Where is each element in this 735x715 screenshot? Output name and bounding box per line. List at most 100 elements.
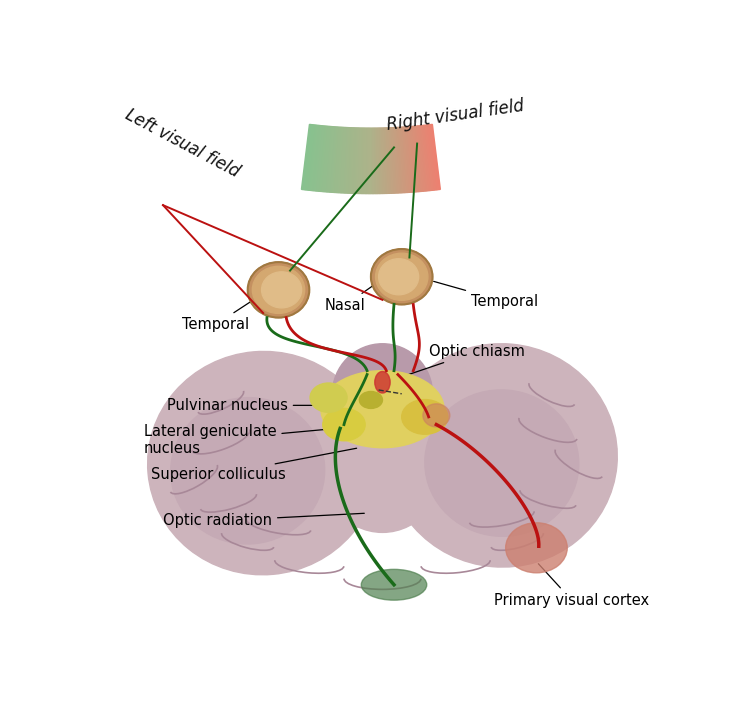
Polygon shape <box>348 128 352 193</box>
Polygon shape <box>388 128 392 193</box>
Polygon shape <box>354 128 357 193</box>
Ellipse shape <box>171 398 325 544</box>
Text: Temporal: Temporal <box>434 282 538 309</box>
Polygon shape <box>387 128 390 193</box>
Polygon shape <box>395 127 400 193</box>
Polygon shape <box>343 127 348 193</box>
Polygon shape <box>321 127 328 192</box>
Polygon shape <box>428 125 436 190</box>
Polygon shape <box>410 127 417 192</box>
Polygon shape <box>357 128 360 194</box>
Polygon shape <box>304 124 313 190</box>
Polygon shape <box>379 128 381 194</box>
Polygon shape <box>337 127 343 193</box>
Polygon shape <box>351 128 355 193</box>
Polygon shape <box>384 128 387 193</box>
Polygon shape <box>425 125 434 190</box>
Ellipse shape <box>323 408 365 440</box>
Polygon shape <box>370 128 371 194</box>
Polygon shape <box>367 128 368 194</box>
Ellipse shape <box>148 351 379 575</box>
Ellipse shape <box>359 392 382 408</box>
Text: Pulvinar nucleus: Pulvinar nucleus <box>167 398 326 413</box>
Polygon shape <box>339 127 344 193</box>
Ellipse shape <box>402 400 448 434</box>
Polygon shape <box>346 128 350 193</box>
Ellipse shape <box>313 363 452 533</box>
Polygon shape <box>419 126 426 191</box>
Polygon shape <box>340 127 345 193</box>
Polygon shape <box>423 125 431 191</box>
Polygon shape <box>306 125 315 190</box>
Polygon shape <box>334 127 339 192</box>
Ellipse shape <box>371 249 432 305</box>
Polygon shape <box>361 128 364 194</box>
Polygon shape <box>417 126 425 191</box>
Polygon shape <box>372 128 373 194</box>
Polygon shape <box>307 125 315 190</box>
Polygon shape <box>317 126 324 191</box>
Polygon shape <box>420 126 428 191</box>
Polygon shape <box>334 127 340 192</box>
Polygon shape <box>399 127 404 193</box>
Ellipse shape <box>248 262 309 317</box>
Polygon shape <box>373 128 375 194</box>
Polygon shape <box>406 127 412 192</box>
Polygon shape <box>323 127 330 192</box>
Polygon shape <box>371 128 373 194</box>
Polygon shape <box>383 128 386 194</box>
Polygon shape <box>429 124 437 190</box>
Polygon shape <box>303 124 312 189</box>
Polygon shape <box>402 127 407 192</box>
Polygon shape <box>336 127 341 192</box>
Ellipse shape <box>310 383 347 413</box>
Polygon shape <box>359 128 362 194</box>
Ellipse shape <box>387 344 617 567</box>
Polygon shape <box>328 127 334 192</box>
Polygon shape <box>365 128 368 194</box>
Polygon shape <box>359 128 361 194</box>
Polygon shape <box>381 128 384 194</box>
Polygon shape <box>393 127 398 193</box>
Polygon shape <box>413 127 420 192</box>
Ellipse shape <box>362 569 427 600</box>
Polygon shape <box>353 128 356 193</box>
Polygon shape <box>332 127 337 192</box>
Polygon shape <box>404 127 410 192</box>
Ellipse shape <box>423 404 450 427</box>
Polygon shape <box>379 128 382 194</box>
Text: Optic chiasm: Optic chiasm <box>404 344 525 376</box>
Polygon shape <box>331 127 337 192</box>
Polygon shape <box>311 125 319 191</box>
Ellipse shape <box>252 266 305 313</box>
Polygon shape <box>345 127 348 193</box>
Ellipse shape <box>262 272 301 308</box>
Polygon shape <box>430 124 439 189</box>
Polygon shape <box>390 128 395 193</box>
Ellipse shape <box>376 253 428 300</box>
Polygon shape <box>347 128 351 193</box>
Text: Temporal: Temporal <box>182 299 254 332</box>
Ellipse shape <box>375 372 390 393</box>
Polygon shape <box>364 128 366 194</box>
Polygon shape <box>314 126 322 191</box>
Polygon shape <box>409 127 415 192</box>
Ellipse shape <box>332 344 432 444</box>
Polygon shape <box>356 128 359 194</box>
Polygon shape <box>421 126 429 191</box>
Polygon shape <box>375 128 376 194</box>
Text: Right visual field: Right visual field <box>386 97 526 134</box>
Text: Left visual field: Left visual field <box>122 106 243 181</box>
Polygon shape <box>350 128 354 193</box>
Polygon shape <box>309 125 317 190</box>
Polygon shape <box>309 125 318 190</box>
Polygon shape <box>320 126 326 192</box>
Polygon shape <box>392 128 396 193</box>
Polygon shape <box>397 127 401 193</box>
Ellipse shape <box>321 370 444 448</box>
Text: Superior colliculus: Superior colliculus <box>151 448 356 482</box>
Polygon shape <box>318 126 326 192</box>
Text: Nasal: Nasal <box>325 282 378 312</box>
Polygon shape <box>315 126 323 191</box>
Polygon shape <box>376 128 378 194</box>
